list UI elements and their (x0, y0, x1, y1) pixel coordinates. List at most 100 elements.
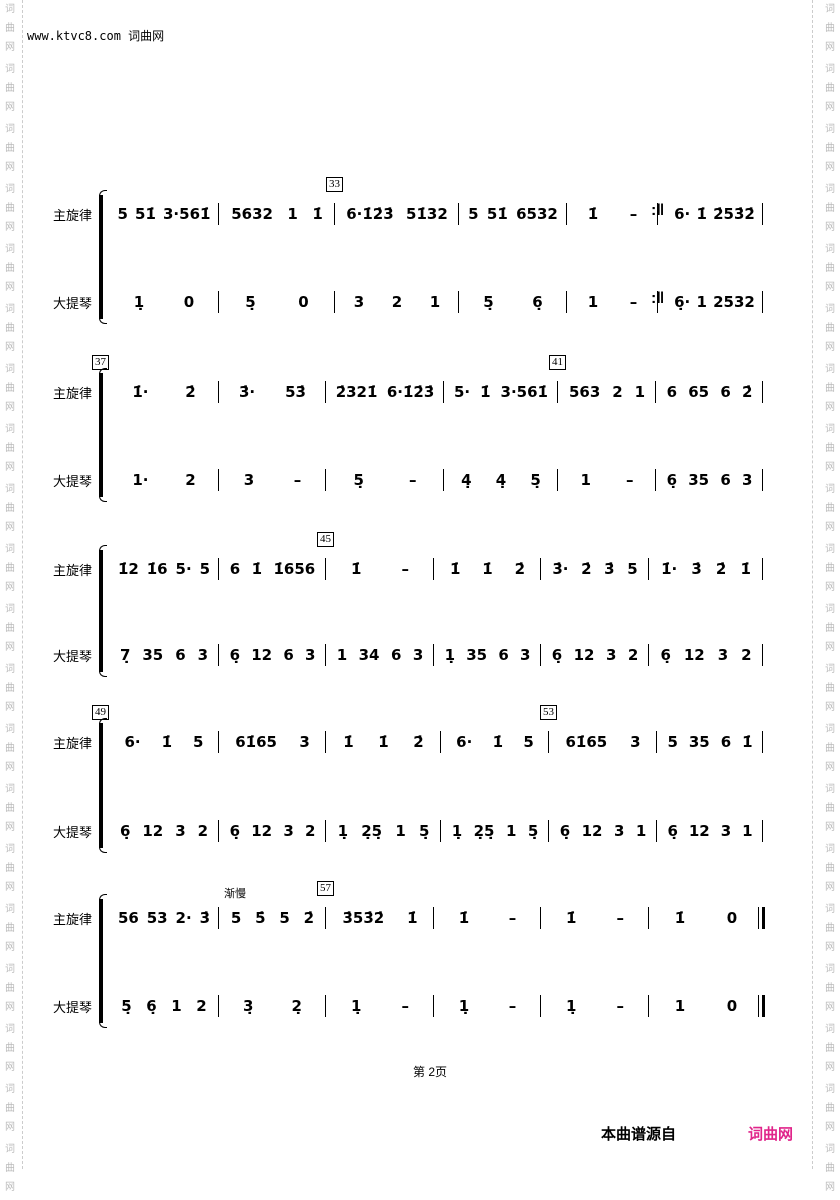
note-group: 6̣ (551, 646, 563, 664)
bass-measure: 3– (224, 469, 321, 491)
note-group: 3 (717, 646, 729, 664)
system-bracket (99, 190, 107, 324)
barline (433, 644, 434, 666)
watermark-text: 词曲网 (825, 424, 835, 473)
watermark-text: 词曲网 (825, 664, 835, 713)
barline (433, 558, 434, 580)
note-group: 2̇ (741, 383, 753, 401)
note-group: 12 (683, 646, 705, 664)
note-group: 1̇ (740, 560, 751, 578)
note-group: 34 (358, 646, 380, 664)
note-group: 6·1̇2̇3̇ (386, 383, 435, 401)
system-bracket (99, 718, 107, 853)
note-group: 3 (605, 646, 617, 664)
note-group: 3 (353, 293, 365, 311)
note-group: 5 (627, 560, 638, 578)
note-group: 1̇ (674, 909, 686, 927)
melody-measure: 1̇ – (439, 907, 536, 929)
note-group: 2532 (713, 293, 755, 311)
note-group: 5̣ (245, 293, 256, 311)
note-group: 5· (175, 560, 192, 578)
watermark-text: 词曲网 (5, 1144, 15, 1193)
note-group: 1̇ (351, 560, 362, 578)
barline (218, 820, 219, 842)
barline (648, 558, 649, 580)
barline (656, 731, 657, 753)
brand-link[interactable]: 词曲网 (748, 1126, 794, 1143)
barline (334, 203, 335, 225)
barline (218, 558, 219, 580)
system-bracket (99, 545, 107, 677)
note-group: 0 (726, 997, 738, 1015)
note-group: 3 (613, 822, 625, 840)
watermark-text: 词曲网 (825, 4, 835, 53)
note-group: 6̣ (229, 646, 241, 664)
note-group: 2· (175, 909, 192, 927)
note-group: 2 (391, 293, 403, 311)
barline (648, 907, 649, 929)
note-group: 12 (573, 646, 595, 664)
barline (325, 995, 326, 1017)
note-group: 5 (468, 205, 479, 223)
barline (325, 558, 326, 580)
note-group: 6· (456, 733, 473, 751)
note-group: 1̇· (661, 560, 678, 578)
watermark-text: 词曲网 (5, 364, 15, 413)
barline (433, 995, 434, 1017)
bass-measure: 6̣ 12 3 2 (224, 820, 321, 842)
note-group: 7̣ (119, 646, 131, 664)
melody-measure: 5 51̇ 6532 (464, 203, 562, 225)
melody-measure: 563 2 1 (563, 381, 651, 403)
note-group: – (401, 997, 409, 1015)
source-label: 本曲谱源自 (601, 1126, 677, 1143)
note-group: 51̇ (486, 205, 508, 223)
note-group: 6̣ (532, 293, 543, 311)
barline (566, 291, 567, 313)
note-group: 1̇2 (117, 560, 139, 578)
melody-measure: 5632 1 1̇ (224, 203, 330, 225)
measure-number: 57 (317, 881, 334, 896)
watermark-text: 词曲网 (5, 544, 15, 593)
melody-measure: 2̇321̇ 6·1̇2̇3̇ (331, 381, 439, 403)
note-group: – (408, 471, 417, 489)
note-group: 3 (304, 646, 316, 664)
note-group: 6̣ (119, 822, 131, 840)
note-group: 1̣ (458, 997, 470, 1015)
note-group: 3̇ (691, 560, 702, 578)
note-group: 6 (390, 646, 402, 664)
bass-measure: 5̣ – (331, 469, 439, 491)
bass-measure: 3̣ 2̣ (224, 995, 321, 1017)
note-group: 1 (674, 997, 686, 1015)
barline (557, 381, 558, 403)
melody-measure: 6 65 6 2̇ (661, 381, 758, 403)
barline (334, 291, 335, 313)
site-header[interactable]: www.ktvc8.com 词曲网 (27, 29, 165, 43)
bass-measure: 1̣ – (439, 995, 536, 1017)
note-group: 1̇6 (146, 560, 168, 578)
note-group: 1 (634, 383, 646, 401)
note-group: 5̣ (121, 997, 132, 1015)
bass-label: 大提琴 (53, 296, 93, 311)
note-group: 1̇ (492, 733, 504, 751)
melody-measure: 5 5̇ 5 2̇ (224, 907, 321, 929)
note-group: 1̣ (444, 646, 456, 664)
barline (443, 381, 444, 403)
melody-measure: 5 51̇ 3·561̇ (114, 203, 214, 225)
repeat-sign: :‖ (651, 290, 665, 307)
note-group: 1̇ (378, 733, 389, 751)
measure-number: 53 (540, 705, 557, 720)
note-group: 2 (304, 822, 316, 840)
barline (540, 644, 541, 666)
note-group: 2̇ (185, 383, 196, 401)
watermark-text: 词曲网 (825, 1144, 835, 1193)
barline (325, 731, 326, 753)
note-group: 3 (243, 471, 255, 489)
note-group: 5 (230, 909, 242, 927)
melody-measure: 5 35 6 1̇ (662, 731, 758, 753)
note-group: 2̇ (715, 560, 727, 578)
bass-measure: 7̣ 35 6 3 (114, 644, 214, 666)
note-group: 1̇ (458, 909, 470, 927)
watermark-text: 词曲网 (5, 244, 15, 293)
watermark-text: 词曲网 (825, 724, 835, 773)
watermark-text: 词曲网 (825, 304, 835, 353)
